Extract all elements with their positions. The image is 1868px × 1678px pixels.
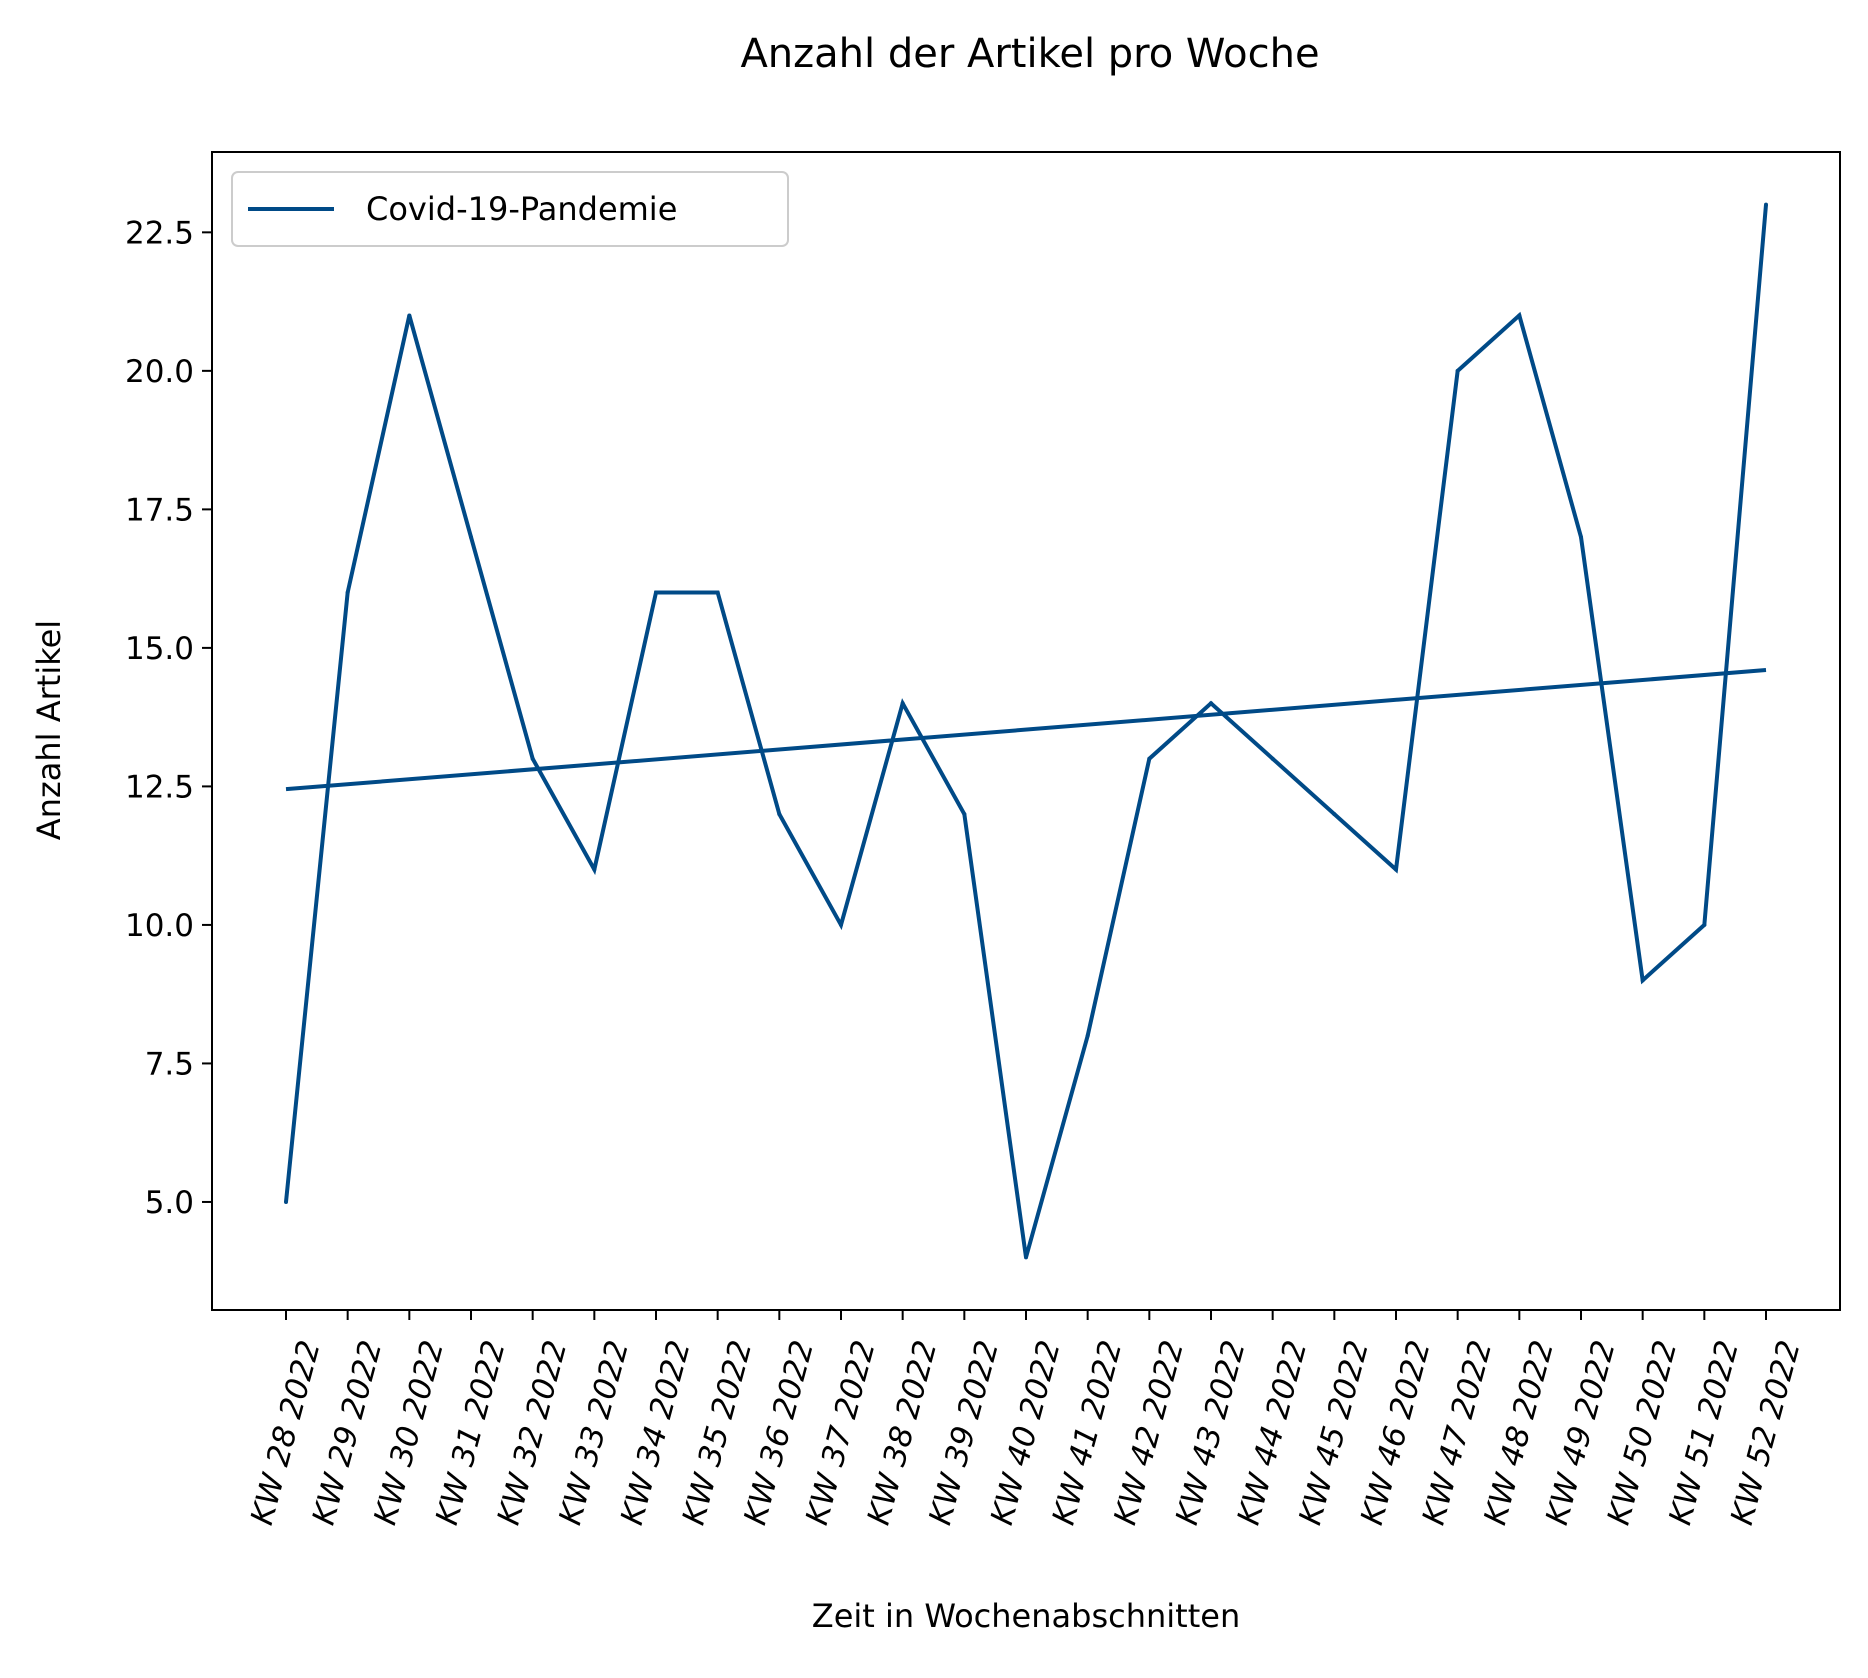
data-point [839,922,843,927]
y-tick-label: 15.0 [125,631,194,667]
data-point [1332,812,1337,817]
data-points [284,202,1768,1260]
data-point [1764,202,1768,207]
data-point [1270,756,1275,761]
trend-line [285,668,1767,792]
y-tick-label: 5.0 [145,1185,194,1221]
data-point [715,590,720,595]
legend: Covid-19-Pandemie [231,171,789,247]
data-point [407,313,412,318]
data-point [1517,313,1522,318]
data-point [345,590,350,595]
data-point [1702,922,1707,927]
legend-label: Covid-19-Pandemie [366,190,677,228]
legend-box [231,171,789,247]
data-point [900,701,905,706]
data-point [469,535,473,540]
chart-title: Anzahl der Artikel pro Woche [740,31,1319,77]
data-point [654,590,658,595]
data-point [1394,867,1398,872]
data-point [1085,1033,1090,1038]
plot-frame [211,151,1841,1311]
data-point [962,812,967,817]
y-tick-label: 7.5 [145,1046,194,1082]
data-point [1209,701,1213,706]
data-point [530,756,535,761]
data-point [1640,978,1645,983]
y-tick-label: 17.5 [125,492,194,528]
data-point [1579,535,1583,540]
data-point [1455,368,1460,373]
data-point [1147,756,1152,761]
data-point [1024,1255,1028,1260]
y-tick-label: 20.0 [125,354,194,390]
y-axis-label: Anzahl Artikel [30,620,68,840]
y-axis: 5.0 7.5 10.0 12.5 15.0 17.5 20.0 22.5 [125,215,212,1221]
y-tick-label: 10.0 [125,908,194,944]
data-point [284,1199,288,1204]
data-point [592,867,597,872]
y-tick-label: 12.5 [125,769,194,805]
y-tick-label: 22.5 [125,215,194,251]
x-axis-label: Zeit in Wochenabschnitten [812,1597,1240,1635]
data-point [777,812,782,817]
